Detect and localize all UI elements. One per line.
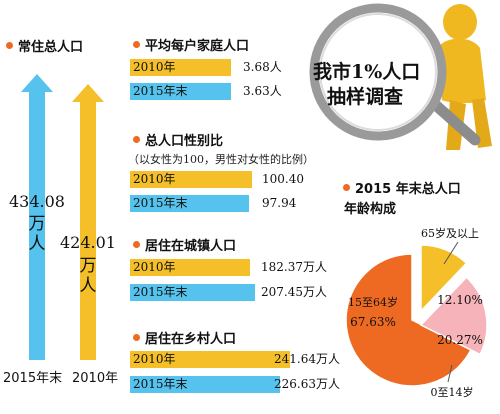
- urban-bullet: [133, 241, 140, 248]
- rural-2015-label: 2015年末: [133, 377, 188, 391]
- sex-ratio-2010-value: 100.40: [262, 172, 304, 186]
- sex-ratio-bar-2015: [130, 195, 249, 212]
- slice-0-14: [419, 276, 488, 356]
- resident-title: 常住总人口: [18, 40, 84, 55]
- urban-bar-2015: [130, 284, 255, 301]
- slice-15-64: [345, 253, 473, 387]
- leader-0-14: [447, 364, 453, 383]
- urban-2010-label: 2010年: [133, 260, 176, 274]
- slice-65-plus: [420, 244, 468, 313]
- household-bullet: [133, 41, 140, 48]
- age-bullet: [343, 184, 350, 191]
- slice-15-64-value: 67.63%: [350, 315, 396, 329]
- sex-ratio-title: 总人口性别比: [145, 134, 224, 149]
- household-2010-label: 2010年: [133, 60, 176, 74]
- magnifier-illustration: [309, 3, 492, 150]
- age-pie-chart: 15至64岁 67.63% 20.27% 0至14岁 12.10% 65岁及以上: [345, 226, 488, 399]
- age-title-line1: 2015 年末总人口: [355, 182, 461, 197]
- rural-2010-value: 241.64万人: [274, 352, 340, 366]
- urban-title: 居住在城镇人口: [145, 239, 237, 254]
- age-title-line2: 年龄构成: [344, 202, 397, 217]
- slice-0-14-value: 20.27%: [437, 333, 483, 347]
- rural-bar-2010: [130, 351, 290, 368]
- urban-2015-value: 207.45万人: [261, 285, 327, 299]
- sex-ratio-bullet: [133, 136, 140, 143]
- resident-bullet: [6, 42, 13, 49]
- household-title: 平均每户家庭人口: [145, 39, 250, 54]
- slice-0-14-label: 0至14岁: [431, 385, 474, 399]
- slice-65-plus-label: 65岁及以上: [421, 226, 479, 240]
- sex-ratio-2015-label: 2015年末: [133, 196, 188, 210]
- resident-2010-value: 424.01: [60, 233, 116, 252]
- stamp-line-2: 抽样调查: [327, 86, 404, 108]
- household-bar-2015: [130, 83, 231, 100]
- household-bar-2010: [130, 59, 231, 76]
- resident-2010-unit: 万人: [79, 256, 97, 296]
- rural-bullet: [133, 334, 140, 341]
- resident-bar-2015: [21, 74, 53, 360]
- slice-65-plus-value: 12.10%: [437, 293, 483, 307]
- leader-65-plus: [443, 241, 459, 265]
- resident-2015-unit: 万人: [28, 214, 46, 254]
- rural-2010-label: 2010年: [133, 352, 176, 366]
- urban-2010-value: 182.37万人: [261, 260, 327, 274]
- sex-ratio-bar-2010: [130, 171, 252, 188]
- household-2015-value: 3.63人: [243, 84, 282, 98]
- resident-2010-label: 2010年: [72, 371, 119, 386]
- sex-ratio-2010-label: 2010年: [133, 172, 176, 186]
- urban-bar-2010: [130, 259, 250, 276]
- resident-2015-label: 2015年末: [3, 371, 63, 386]
- sex-ratio-note: （以女性为100，男性对女性的比例）: [128, 153, 314, 166]
- rural-title: 居住在乡村人口: [145, 332, 237, 347]
- urban-2015-label: 2015年末: [133, 285, 188, 299]
- rural-bar-2015: [130, 376, 280, 393]
- sex-ratio-2015-value: 97.94: [262, 196, 297, 210]
- resident-bars: [21, 74, 104, 360]
- household-2010-value: 3.68人: [243, 60, 282, 74]
- resident-2015-value: 434.08: [9, 192, 65, 211]
- stamp-line-1: 我市1%人口: [313, 61, 421, 83]
- household-2015-label: 2015年末: [133, 84, 188, 98]
- slice-15-64-label: 15至64岁: [348, 295, 398, 309]
- resident-bar-2010: [72, 84, 104, 360]
- rural-2015-value: 226.63万人: [274, 377, 340, 391]
